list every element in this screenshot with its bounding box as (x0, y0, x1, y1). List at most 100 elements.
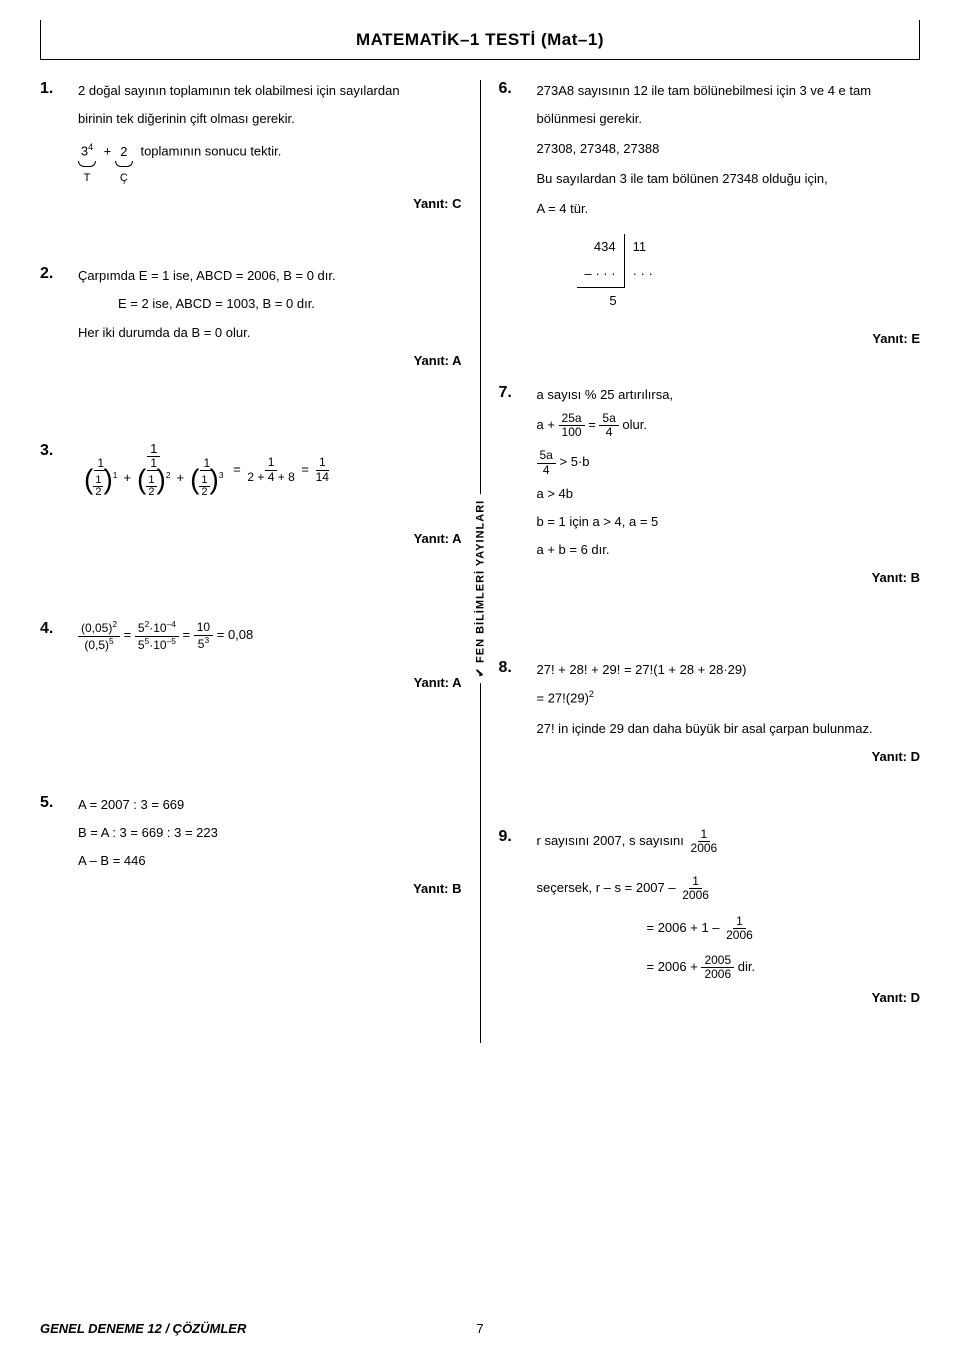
q3-main-frac: 1 1(12)1 + 1(12)2 + 1(12)3 (78, 442, 230, 498)
q3-bignum: 1 (147, 442, 160, 457)
rd: 14 (313, 471, 332, 484)
p3: 3 (219, 470, 224, 480)
footer-left: GENEL DENEME 12 / ÇÖZÜMLER (40, 1321, 246, 1336)
q7-l3b: > 5·b (559, 454, 589, 469)
question-number: 6. (499, 80, 523, 350)
question-body: 2 doğal sayının toplamının tek olabilmes… (78, 80, 462, 215)
q7-line4: a > 4b (537, 483, 921, 505)
q1-line2: birinin tek diğerinin çift olması gereki… (78, 108, 462, 130)
n: 1 (689, 875, 702, 889)
p1: 1 (113, 470, 118, 480)
d: 4 (603, 426, 616, 439)
question-number: 5. (40, 794, 64, 900)
d: 2006 (679, 889, 712, 902)
b: ·10 (149, 621, 166, 635)
q4-lhs: (0,05)2 (0,5)5 (78, 620, 120, 651)
question-number: 1. (40, 80, 64, 215)
answer: Yanıt: B (537, 567, 921, 589)
q1-exp: 4 (88, 142, 93, 152)
d: 2006 (688, 842, 721, 855)
div-a: 434 (577, 234, 625, 260)
q4-mid: 52·10–4 55·10–5 (135, 620, 179, 651)
q7-l2a: a + (537, 417, 559, 432)
q2-line1: Çarpımda E = 1 ise, ABCD = 2006, B = 0 d… (78, 265, 462, 287)
question-8: 8. 27! + 28! + 29! = 27!(1 + 28 + 28·29)… (499, 659, 921, 768)
d: 2006 (701, 968, 734, 981)
answer: Yanıt: A (78, 350, 462, 372)
q9-l2a: seçersek, r – s = 2007 – (537, 880, 680, 895)
question-2: 2. Çarpımda E = 1 ise, ABCD = 2006, B = … (40, 265, 462, 371)
question-9: 9. r sayısını 2007, s sayısını 12006 seç… (499, 828, 921, 1010)
question-number: 2. (40, 265, 64, 371)
q3-mid: 1 2 + 4 + 8 (244, 456, 297, 483)
q9-l1a: r sayısını 2007, s sayısını (537, 833, 688, 848)
hd: 2 (146, 487, 156, 498)
answer: Yanıt: D (537, 987, 921, 1009)
n: 1 (733, 915, 746, 929)
question-body: 27! + 28! + 29! = 27!(1 + 28 + 28·29) = … (537, 659, 921, 768)
question-body: Çarpımda E = 1 ise, ABCD = 2006, B = 0 d… (78, 265, 462, 371)
answer: Yanıt: B (78, 878, 462, 900)
eq: = (124, 627, 135, 642)
d: 4 (540, 464, 553, 477)
question-7: 7. a sayısı % 25 artırılırsa, a + 25a100… (499, 384, 921, 589)
hd: 2 (199, 487, 209, 498)
q2-line2: E = 2 ise, ABCD = 1003, B = 0 dır. (118, 293, 462, 315)
n: 5a (599, 412, 618, 426)
q5-line2: B = A : 3 = 669 : 3 = 223 (78, 822, 462, 844)
q1-term-2: 2 Ç (115, 141, 133, 188)
d: (12)2 (134, 471, 173, 498)
md: 2 + 4 + 8 (244, 471, 297, 484)
lne: 2 (112, 619, 117, 629)
d: (12)3 (187, 471, 226, 498)
rn: 1 (316, 456, 329, 470)
q7-line5: b = 1 için a > 4, a = 5 (537, 511, 921, 533)
q4-final: = 0,08 (217, 627, 254, 642)
hd: 2 (93, 487, 103, 498)
div-b: 11 (625, 234, 661, 260)
q8-line3: 27! in içinde 29 dan daha büyük bir asal… (537, 718, 921, 740)
q7-l2b: = (588, 417, 599, 432)
n: 1 (698, 828, 711, 842)
q2-line3: Her iki durumda da B = 0 olur. (78, 322, 462, 344)
n: 2005 (701, 954, 734, 968)
de: 3 (204, 635, 209, 645)
q6-line1: 273A8 sayısının 12 ile tam bölünebilmesi… (537, 80, 921, 102)
q4-r2: 10 53 (194, 621, 213, 650)
question-body: (0,05)2 (0,5)5 = 52·10–4 55·10–5 = 10 53… (78, 620, 462, 693)
eq: = (233, 461, 244, 476)
publisher-label: FEN BİLİMLERİ YAYINLARI (472, 494, 489, 683)
q9-l3a: = 2006 + 1 – (647, 920, 724, 935)
lde: 5 (109, 636, 114, 646)
question-4: 4. (0,05)2 (0,5)5 = 52·10–4 55·10–5 = 10… (40, 620, 462, 693)
q7-line6: a + b = 6 dır. (537, 539, 921, 561)
question-number: 9. (499, 828, 523, 1010)
div-c: – · · · (577, 261, 625, 288)
q1-rest: toplamının sonucu tektir. (140, 144, 281, 159)
question-3: 3. 1 1(12)1 + 1(12)2 + 1(12)3 = (40, 442, 462, 551)
q6-division: 434 11 – · · · · · · 5 (577, 234, 661, 313)
q8-line1: 27! + 28! + 29! = 27!(1 + 28 + 28·29) (537, 659, 921, 681)
ld: (0,5) (84, 638, 109, 652)
div-e: 5 (577, 288, 625, 314)
title-box: MATEMATİK–1 TESTİ (Mat–1) (40, 20, 920, 60)
question-5: 5. A = 2007 : 3 = 669 B = A : 3 = 669 : … (40, 794, 462, 900)
question-body: 273A8 sayısının 12 ile tam bölünebilmesi… (537, 80, 921, 350)
q9-l4a: = 2006 + (647, 959, 702, 974)
question-body: a sayısı % 25 artırılırsa, a + 25a100 = … (537, 384, 921, 589)
answer: Yanıt: D (537, 746, 921, 768)
b: ·10 (149, 638, 166, 652)
q6-line5: A = 4 tür. (537, 198, 921, 220)
q1-line1: 2 doğal sayının toplamının tek olabilmes… (78, 80, 462, 102)
q1-term-34: 34 T (78, 140, 96, 187)
ln: (0,05) (81, 621, 112, 635)
q1-plus: + (104, 144, 115, 159)
a: 5 (138, 638, 145, 652)
be: –5 (167, 636, 176, 646)
answer: Yanıt: E (537, 328, 921, 350)
d: 2006 (723, 929, 756, 942)
q1-under-c: Ç (120, 169, 128, 188)
n: 10 (194, 621, 213, 635)
div-d: · · · (625, 261, 661, 288)
d: 100 (559, 426, 585, 439)
